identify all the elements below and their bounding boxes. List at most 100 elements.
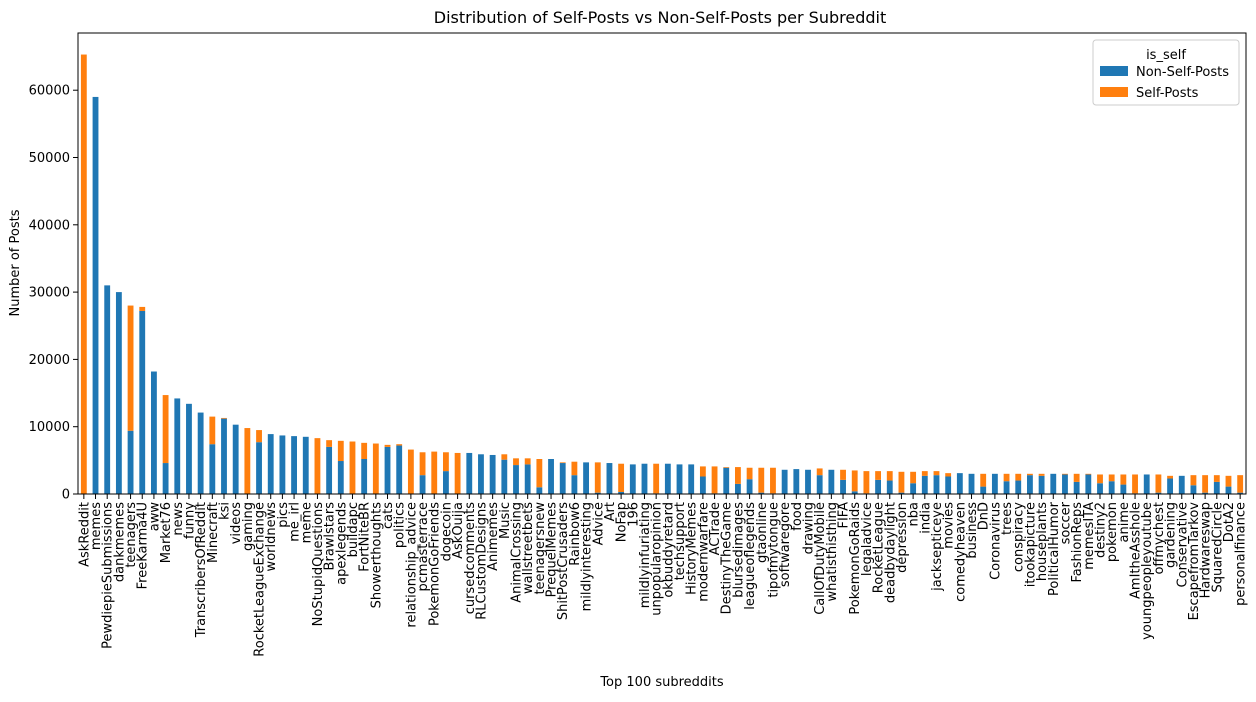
x-tick-label-aww: aww bbox=[147, 502, 162, 532]
x-tick-label-worldnews: worldnews bbox=[264, 502, 279, 572]
plot-frame bbox=[77, 32, 1247, 495]
bar-non-self-posts-techsupport bbox=[676, 464, 683, 494]
chart-title: Distribution of Self-Posts vs Non-Self-P… bbox=[434, 8, 886, 27]
bar-self-posts-market76 bbox=[162, 395, 169, 464]
bar-non-self-posts-food bbox=[793, 469, 800, 494]
x-tick-label-drawing: drawing bbox=[802, 502, 817, 554]
bar-non-self-posts-meme bbox=[302, 436, 309, 494]
x-tick-label-legaladvice: legaladvice bbox=[860, 502, 875, 576]
x-tick-label-gaming: gaming bbox=[241, 502, 256, 551]
bar-non-self-posts-personalfinance bbox=[1237, 492, 1244, 494]
x-tick-label-dota2: DotA2 bbox=[1222, 502, 1237, 542]
bar-non-self-posts-itookapicture bbox=[1027, 475, 1033, 494]
bar-non-self-posts-mildlyinfuriating bbox=[641, 463, 648, 494]
x-tick-label-okbuddyretard: okbuddyretard bbox=[661, 502, 676, 598]
bar-non-self-posts-advice bbox=[594, 492, 601, 494]
bar-non-self-posts-teenagers bbox=[127, 430, 134, 494]
bar-non-self-posts-prequelmemes bbox=[548, 459, 554, 494]
x-tick-label-anime: anime bbox=[1117, 502, 1132, 542]
x-tick-label-pics: pics bbox=[276, 502, 291, 528]
bar-non-self-posts-depression bbox=[898, 492, 905, 494]
bar-non-self-posts-jacksepticeye bbox=[933, 475, 940, 494]
bar-non-self-posts-conspiracy bbox=[1015, 480, 1022, 494]
bar-non-self-posts-anime bbox=[1120, 484, 1127, 494]
x-tick-label-blursedimages: blursedimages bbox=[731, 502, 746, 598]
x-tick-label-funny: funny bbox=[182, 502, 197, 539]
bar-non-self-posts-videos bbox=[232, 424, 239, 494]
bar-self-posts-amitheasshole bbox=[1132, 474, 1138, 494]
y-tick-label: 20000 bbox=[29, 353, 70, 368]
bar-non-self-posts-drawing bbox=[805, 469, 811, 494]
bar-non-self-posts-market76 bbox=[162, 463, 169, 494]
x-tick-label-memesita: memesITA bbox=[1082, 502, 1097, 570]
y-axis-label: Number of Posts bbox=[8, 209, 23, 316]
x-tick-label-gtaonline: gtaonline bbox=[755, 502, 770, 563]
bar-non-self-posts-dota2 bbox=[1225, 486, 1232, 494]
x-tick-label-market76: Market76 bbox=[159, 502, 174, 563]
bar-self-posts-deadbydaylight bbox=[886, 471, 893, 481]
bar-non-self-posts-trees bbox=[1003, 481, 1010, 494]
legend-label-non-self-posts: Non-Self-Posts bbox=[1136, 65, 1229, 80]
x-tick-label-cursedcomments: cursedcomments bbox=[463, 502, 478, 615]
x-tick-label-rainbow6: Rainbow6 bbox=[568, 502, 583, 566]
bar-non-self-posts-worldnews bbox=[267, 434, 274, 494]
bar-self-posts-personalfinance bbox=[1237, 475, 1244, 493]
bar-self-posts-shitpostcrusaders bbox=[559, 462, 566, 464]
legend-swatch-non-self-posts bbox=[1100, 66, 1128, 76]
bar-self-posts-destiny2 bbox=[1097, 474, 1103, 484]
bar-self-posts-dnd bbox=[980, 473, 987, 487]
y-tick-label: 40000 bbox=[29, 218, 70, 233]
bar-self-posts-rainbow6 bbox=[571, 461, 578, 476]
x-tick-label-animemes: Animemes bbox=[486, 502, 501, 571]
x-tick-label-jacksepticeye: jacksepticeye bbox=[930, 502, 945, 592]
bar-self-posts-pcmasterrace bbox=[419, 452, 426, 476]
bar-self-posts-movies bbox=[945, 473, 952, 477]
bar-self-posts-anime bbox=[1120, 474, 1127, 485]
bar-non-self-posts-escapefromtarkov bbox=[1190, 485, 1197, 494]
bar-self-posts-advice bbox=[594, 462, 601, 493]
bar-self-posts-fortnitebr bbox=[361, 442, 368, 459]
bar-self-posts-wallstreetbets bbox=[524, 458, 531, 465]
x-tick-label-nofap: NoFap bbox=[615, 502, 630, 542]
y-tick-label: 60000 bbox=[29, 84, 70, 99]
x-tick-label-prequelmemes: PrequelMemes bbox=[545, 502, 560, 598]
bar-non-self-posts-dnd bbox=[980, 486, 987, 494]
x-tick-label-fortnitebr: FortNiteBR bbox=[358, 502, 373, 572]
x-tick-label-me-irl: me_irl bbox=[288, 502, 303, 542]
x-tick-label-destinythegame: DestinyTheGame bbox=[720, 502, 735, 614]
x-tick-label-hardwareswap: Hardwareswap bbox=[1199, 502, 1214, 598]
bar-self-posts-pokemongoraids bbox=[851, 470, 858, 492]
bar-self-posts-minecraft bbox=[209, 416, 216, 445]
x-tick-label-politics: politics bbox=[393, 502, 408, 548]
bar-self-posts-callofdutymobile bbox=[816, 468, 823, 476]
bar-non-self-posts-blursedimages bbox=[735, 483, 741, 494]
bar-non-self-posts-nofap bbox=[618, 491, 625, 494]
bar-self-posts-rocketleague bbox=[875, 471, 881, 480]
bar-non-self-posts-ksi bbox=[221, 418, 227, 494]
bar-self-posts-gaming bbox=[244, 428, 251, 494]
x-tick-label-destiny2: destiny2 bbox=[1094, 502, 1109, 558]
bar-self-posts-relationship-advice bbox=[407, 449, 414, 494]
bar-self-posts-gardening bbox=[1167, 475, 1173, 479]
x-tick-label-pewdiepiesubmissions: PewdiepieSubmissions bbox=[101, 502, 116, 649]
bar-non-self-posts-fifa bbox=[840, 479, 846, 494]
bar-self-posts-depression bbox=[898, 471, 905, 493]
bar-non-self-posts-politics bbox=[396, 445, 403, 494]
x-tick-label-pokemon: pokemon bbox=[1105, 502, 1120, 562]
x-tick-label-music: Music bbox=[498, 502, 513, 539]
x-tick-label-food: food bbox=[790, 502, 805, 531]
bar-non-self-posts-callofdutymobile bbox=[816, 475, 823, 494]
x-axis-label: Top 100 subreddits bbox=[599, 675, 724, 690]
x-tick-label-escapefromtarkov: EscapefromTarkov bbox=[1187, 502, 1202, 621]
bar-self-posts-askouija bbox=[454, 452, 461, 494]
bar-non-self-posts-cats bbox=[384, 446, 391, 494]
legend: is_self Non-Self-Posts Self-Posts bbox=[1092, 39, 1240, 106]
bar-self-posts-india bbox=[921, 471, 928, 476]
bar-self-posts-pokemongofriends bbox=[431, 451, 438, 494]
legend-frame bbox=[1092, 39, 1240, 106]
x-tick-label-india: india bbox=[918, 502, 933, 534]
x-tick-label-personalfinance: personalfinance bbox=[1234, 502, 1249, 606]
bar-non-self-posts-pcmasterrace bbox=[419, 475, 426, 494]
x-tick-label-teenagers: teenagers bbox=[124, 502, 139, 568]
x-tick-label-rlcustomdesigns: RLCustomDesigns bbox=[474, 502, 489, 620]
